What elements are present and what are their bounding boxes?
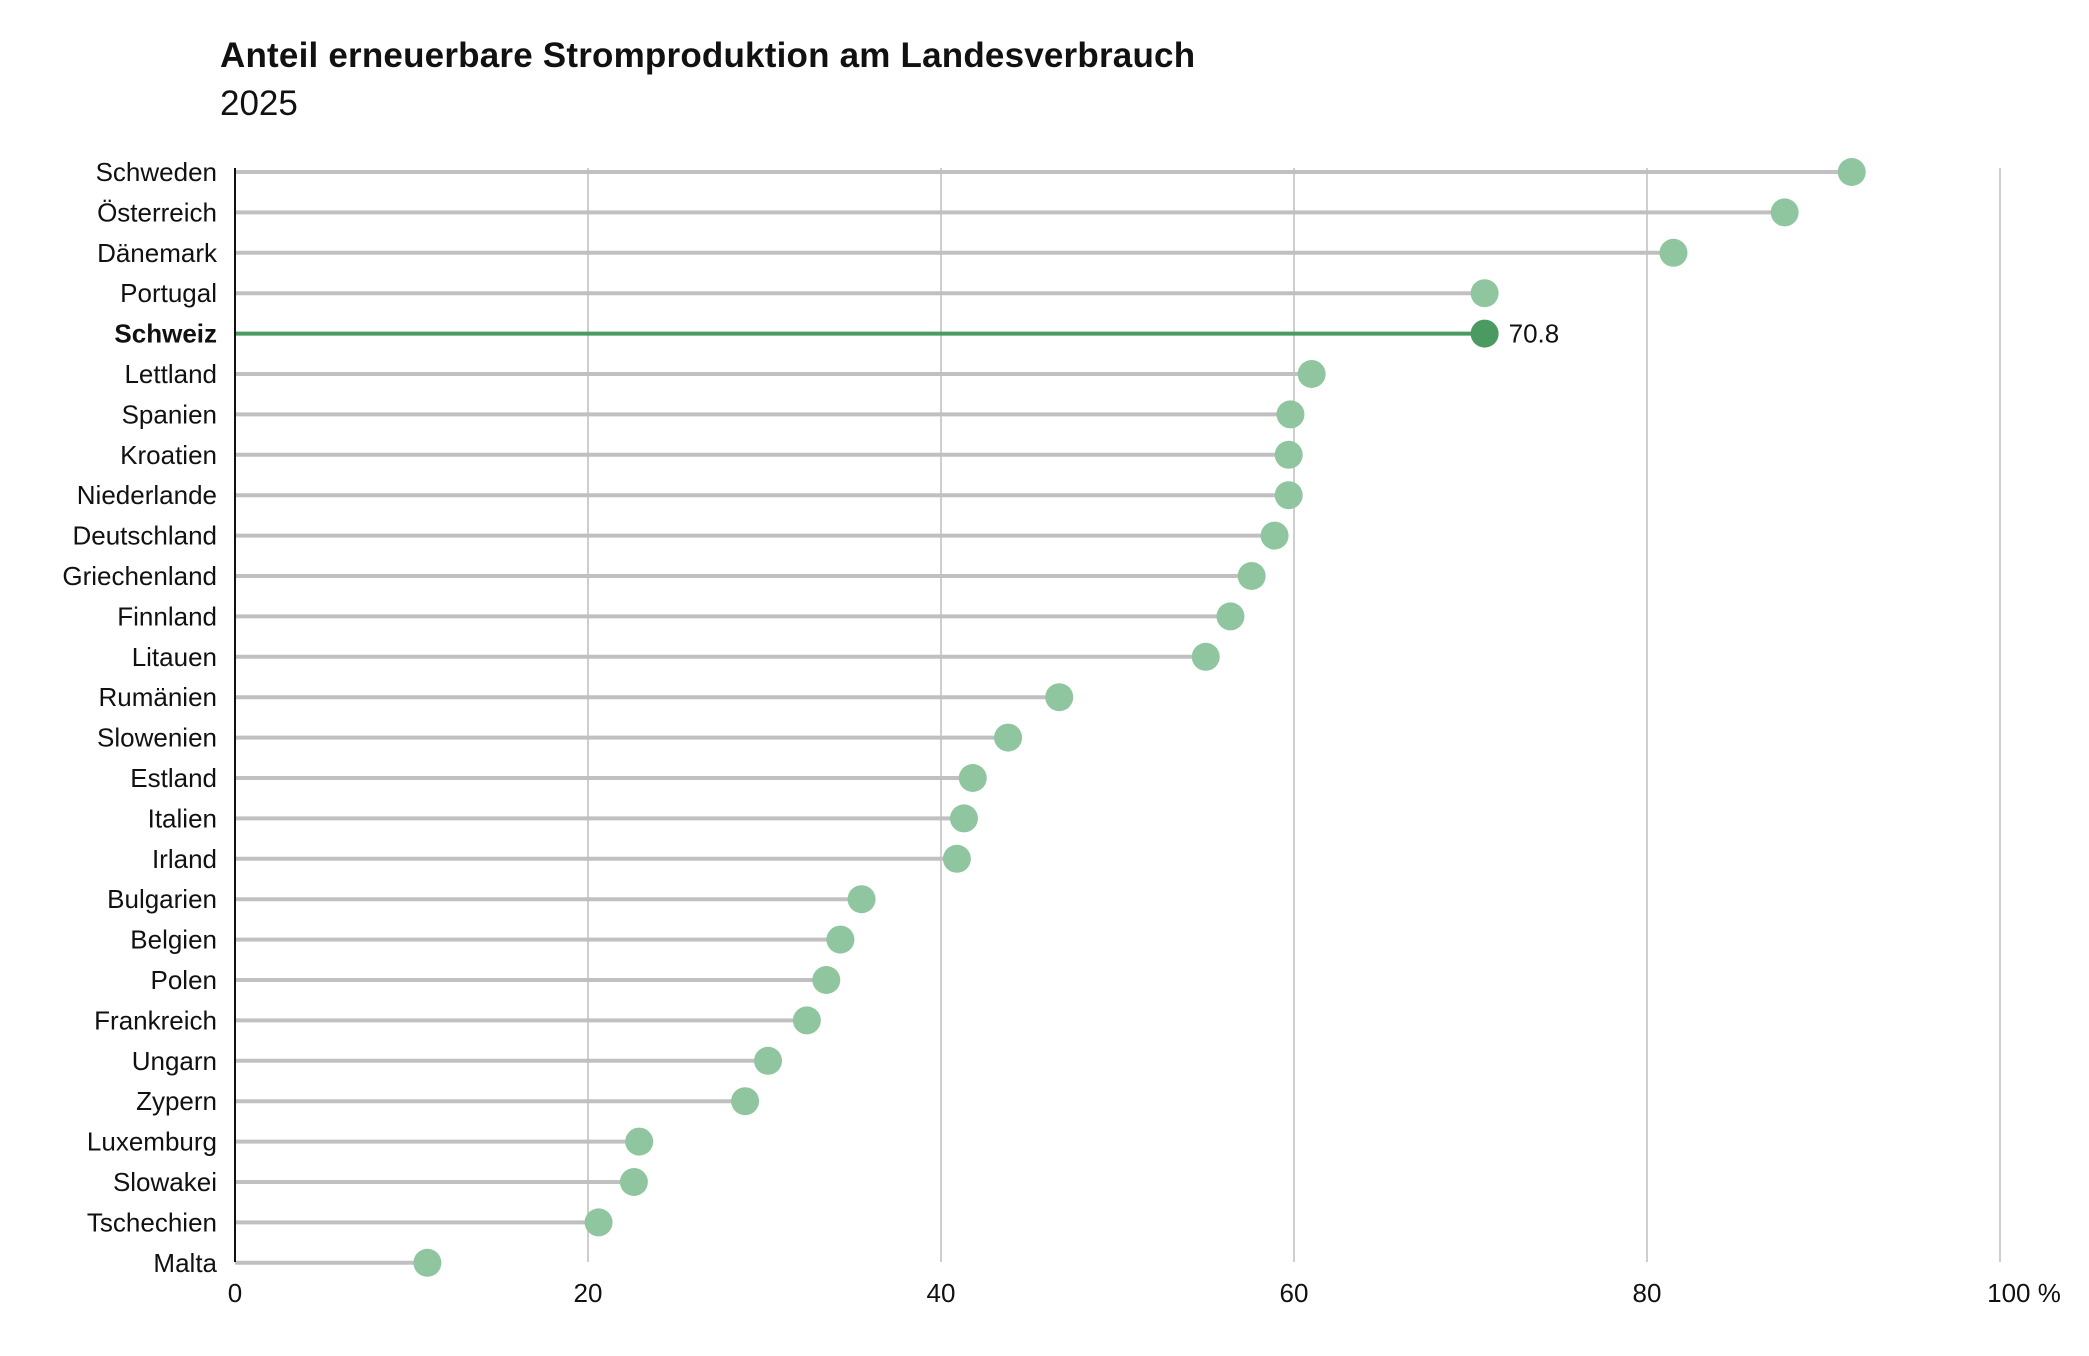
point-15 bbox=[958, 764, 987, 792]
point-7 bbox=[1274, 440, 1303, 469]
x-tick-label-0: 0 bbox=[228, 1278, 242, 1308]
category-label-23: Zypern bbox=[136, 1086, 217, 1116]
point-14 bbox=[994, 723, 1023, 752]
category-label-14: Slowenien bbox=[97, 723, 217, 753]
category-label-2: Dänemark bbox=[97, 238, 218, 268]
data-label-highlight: 70.8 bbox=[1509, 319, 1560, 349]
category-label-20: Polen bbox=[151, 965, 218, 995]
category-label-13: Rumänien bbox=[98, 682, 217, 712]
point-8 bbox=[1274, 481, 1303, 510]
point-1 bbox=[1770, 198, 1799, 227]
category-label-9: Deutschland bbox=[72, 521, 217, 551]
point-21 bbox=[792, 1006, 821, 1035]
category-label-4: Schweiz bbox=[114, 319, 217, 349]
category-label-19: Belgien bbox=[130, 925, 217, 955]
point-5 bbox=[1297, 360, 1326, 388]
category-label-18: Bulgarien bbox=[107, 884, 217, 914]
point-16 bbox=[949, 804, 978, 833]
point-27 bbox=[413, 1248, 442, 1277]
category-label-27: Malta bbox=[153, 1248, 217, 1278]
category-label-24: Luxemburg bbox=[87, 1127, 217, 1157]
point-9 bbox=[1260, 521, 1289, 550]
point-3 bbox=[1470, 279, 1499, 308]
category-label-16: Italien bbox=[148, 803, 217, 833]
category-label-10: Griechenland bbox=[62, 561, 217, 591]
point-18 bbox=[847, 885, 876, 914]
point-26 bbox=[584, 1208, 613, 1237]
point-23 bbox=[731, 1087, 760, 1116]
x-tick-label-20: 20 bbox=[574, 1278, 603, 1308]
category-label-12: Litauen bbox=[132, 642, 217, 672]
category-label-22: Ungarn bbox=[132, 1046, 217, 1076]
category-label-8: Niederlande bbox=[77, 480, 217, 510]
point-0 bbox=[1837, 158, 1866, 186]
point-24 bbox=[625, 1127, 654, 1156]
category-label-7: Kroatien bbox=[120, 440, 217, 470]
chart-subtitle: 2025 bbox=[220, 84, 298, 123]
x-tick-label-100: 100 % bbox=[1987, 1278, 2061, 1308]
x-tick-label-60: 60 bbox=[1280, 1278, 1309, 1308]
point-11 bbox=[1216, 602, 1245, 631]
point-4 bbox=[1470, 319, 1499, 348]
category-label-15: Estland bbox=[130, 763, 217, 793]
point-6 bbox=[1276, 400, 1305, 429]
point-13 bbox=[1045, 683, 1074, 712]
x-tick-label-40: 40 bbox=[927, 1278, 956, 1308]
point-25 bbox=[619, 1168, 648, 1196]
point-17 bbox=[942, 844, 971, 873]
point-12 bbox=[1191, 642, 1220, 671]
category-label-5: Lettland bbox=[124, 359, 217, 389]
category-label-3: Portugal bbox=[120, 278, 217, 308]
point-2 bbox=[1659, 238, 1688, 267]
category-label-0: Schweden bbox=[96, 157, 217, 187]
point-20 bbox=[812, 966, 841, 994]
category-label-17: Irland bbox=[152, 844, 217, 874]
category-label-21: Frankreich bbox=[94, 1005, 217, 1035]
point-22 bbox=[754, 1046, 783, 1075]
point-10 bbox=[1237, 562, 1266, 590]
point-19 bbox=[826, 925, 855, 954]
category-label-6: Spanien bbox=[122, 399, 217, 429]
category-label-1: Österreich bbox=[97, 197, 217, 227]
category-label-11: Finnland bbox=[117, 601, 217, 631]
chart-title: Anteil erneuerbare Stromproduktion am La… bbox=[220, 36, 1196, 75]
category-label-25: Slowakei bbox=[113, 1167, 217, 1197]
category-label-26: Tschechien bbox=[87, 1207, 217, 1237]
x-tick-label-80: 80 bbox=[1633, 1278, 1662, 1308]
